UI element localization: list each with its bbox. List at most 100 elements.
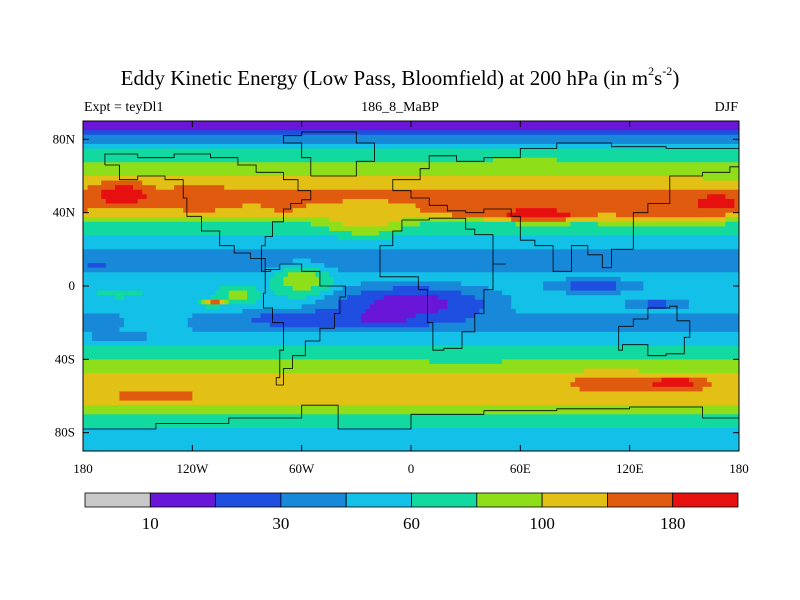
field-cell — [429, 322, 739, 328]
field-cell — [625, 304, 649, 310]
field-cell — [401, 226, 739, 232]
field-cell — [142, 180, 739, 186]
field-cell — [92, 331, 148, 338]
field-cell — [288, 295, 307, 301]
field-cell — [392, 286, 430, 292]
field-cell — [146, 194, 708, 200]
field-cell — [242, 203, 262, 209]
field-cell — [83, 153, 739, 159]
field-cell — [515, 221, 572, 228]
field-cell — [461, 281, 544, 287]
field-cell — [83, 171, 739, 177]
field-cell — [101, 180, 143, 186]
field-cell — [319, 276, 335, 283]
field-cell — [83, 391, 121, 397]
x-tick-label: 60W — [289, 461, 315, 476]
field-cell — [260, 295, 289, 301]
field-cell — [365, 308, 439, 315]
coastline-segment — [104, 153, 312, 272]
field-cell — [347, 295, 385, 301]
field-cell — [119, 396, 193, 402]
field-cell — [83, 208, 89, 214]
field-cell — [511, 217, 567, 223]
field-cell — [83, 377, 576, 383]
colorbar: 10 30 60 100 180 — [84, 492, 739, 533]
field-cell — [83, 244, 739, 250]
field-cell — [511, 299, 626, 305]
field-cell — [83, 231, 353, 237]
colorbar-box — [476, 492, 543, 508]
field-cell — [711, 382, 739, 388]
field-cell — [584, 368, 640, 374]
colorbar-box — [280, 492, 347, 508]
field-cell — [260, 313, 362, 319]
field-cell — [283, 276, 321, 283]
season-label: DJF — [714, 100, 738, 115]
field-cell — [83, 267, 266, 273]
field-cell — [83, 341, 739, 347]
field-cell — [370, 304, 449, 310]
field-cell — [388, 221, 421, 228]
field-cell — [83, 373, 739, 379]
field-cell — [187, 322, 271, 328]
field-cell — [83, 295, 116, 301]
field-cell — [515, 208, 558, 214]
field-cell — [83, 304, 207, 310]
field-cell — [306, 295, 326, 301]
field-cell — [338, 235, 394, 241]
field-cell — [83, 409, 739, 415]
field-cell — [83, 286, 221, 292]
field-cell — [643, 281, 739, 287]
field-cell — [734, 203, 739, 209]
field-cell — [511, 304, 626, 310]
field-cell — [83, 308, 244, 315]
field-cell — [447, 304, 485, 310]
field-cell — [92, 336, 148, 342]
field-cell — [83, 272, 275, 278]
field-cell — [379, 231, 739, 237]
field-cell — [269, 281, 285, 287]
field-cell — [101, 194, 148, 200]
field-cell — [725, 194, 739, 200]
field-cell — [224, 185, 739, 191]
field-cell — [374, 299, 449, 305]
field-cell — [324, 263, 739, 269]
field-cell — [83, 432, 739, 438]
field-cell — [83, 157, 494, 163]
field-cell — [192, 313, 262, 319]
y-tick-label: 40S — [55, 351, 75, 366]
x-tick-label: 120E — [616, 461, 644, 476]
field-cell — [698, 198, 736, 205]
field-cell — [251, 318, 362, 324]
field-cell — [556, 157, 739, 163]
field-cell — [174, 185, 225, 191]
field-cell — [488, 286, 544, 292]
field-cell — [360, 281, 462, 287]
field-cell — [83, 221, 312, 228]
field-cell — [247, 290, 262, 296]
field-cell — [83, 217, 330, 223]
field-cell — [83, 405, 739, 411]
colorbar-box — [215, 492, 282, 508]
y-tick-label: 40N — [53, 205, 76, 220]
field-cell — [438, 308, 480, 315]
field-cell — [142, 189, 739, 195]
y-tick-label: 80N — [53, 131, 76, 146]
field-cell — [643, 286, 739, 292]
field-cell — [725, 217, 739, 223]
x-tick-label: 60E — [510, 461, 531, 476]
field-cell — [452, 212, 508, 218]
field-cell — [83, 139, 739, 145]
chart-title: Eddy Kinetic Energy (Low Pass, Bloomfiel… — [120, 64, 680, 90]
field-cell — [87, 263, 107, 269]
field-cell — [493, 157, 558, 163]
field-cell — [702, 386, 739, 393]
field-cell — [502, 359, 739, 365]
field-cell — [429, 286, 490, 292]
field-cell — [415, 203, 699, 209]
field-cell — [474, 313, 739, 319]
field-cell — [219, 299, 225, 305]
field-cell — [483, 304, 512, 310]
field-cell — [329, 217, 403, 223]
field-cell — [511, 295, 739, 301]
